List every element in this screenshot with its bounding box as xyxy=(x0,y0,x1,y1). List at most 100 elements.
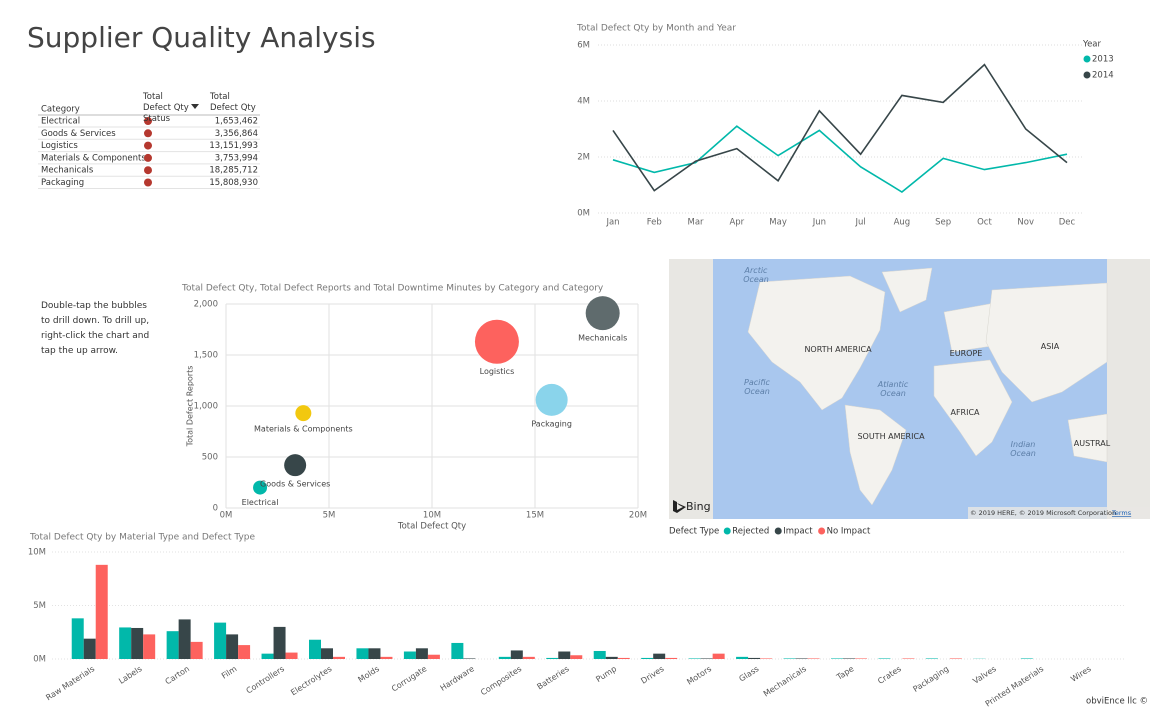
map-terms[interactable]: Terms xyxy=(1111,509,1132,517)
status-icon xyxy=(144,166,152,175)
x-tick-label: Corrugate xyxy=(390,664,429,693)
bar xyxy=(83,638,96,659)
x-tick-label: Labels xyxy=(117,664,143,686)
map-label: Pacific Ocean xyxy=(744,378,770,396)
map-label: AFRICA xyxy=(950,408,980,417)
bar xyxy=(949,658,962,659)
bar xyxy=(783,658,796,659)
status-icon xyxy=(144,117,152,125)
table-header: Category xyxy=(41,105,80,115)
x-axis-title: Total Defect Qty xyxy=(397,522,466,532)
map-land xyxy=(1067,413,1108,463)
legend-label: Rejected xyxy=(732,527,769,537)
x-tick-label: Jul xyxy=(855,218,866,228)
x-tick-label: Controllers xyxy=(245,664,286,695)
table-cell: 1,653,462 xyxy=(215,117,258,127)
table-cell: 3,753,994 xyxy=(215,153,258,163)
map-label: ASIA xyxy=(1040,342,1060,351)
table-cell: 13,151,993 xyxy=(209,141,258,151)
x-tick-label: Sep xyxy=(935,218,951,228)
legend-title: Defect Type xyxy=(669,527,719,537)
table-cell: 15,808,930 xyxy=(209,178,258,188)
bar xyxy=(700,658,713,659)
x-tick-label: Carton xyxy=(164,664,191,686)
bubble xyxy=(295,405,312,422)
map-attribution: © 2019 HERE, © 2019 Microsoft Corporatio… xyxy=(970,509,1116,517)
bubble-label: Goods & Services xyxy=(260,480,330,489)
table-header: Total Defect Qty Status xyxy=(143,92,189,124)
chart-title: Total Defect Qty by Material Type and De… xyxy=(29,533,255,543)
x-tick-label: Jan xyxy=(605,218,619,228)
bubble-label: Materials & Components xyxy=(254,425,353,434)
x-tick-label: Mar xyxy=(688,218,705,228)
bar xyxy=(71,618,84,659)
status-icon xyxy=(144,178,152,187)
legend-marker xyxy=(818,527,826,535)
bar xyxy=(807,658,820,659)
bar xyxy=(558,651,571,659)
bubble-label: Packaging xyxy=(531,419,572,428)
instruction-text: Double-tap the bubbles to drill down. To… xyxy=(41,301,150,356)
status-icon xyxy=(144,129,152,138)
y-tick-label: 6M xyxy=(577,41,590,51)
bar xyxy=(510,650,523,659)
map-land xyxy=(933,359,1013,457)
x-tick-label: Valves xyxy=(971,664,998,686)
table-cell: Logistics xyxy=(41,141,78,151)
bar xyxy=(131,627,144,659)
bar xyxy=(427,654,440,659)
bar xyxy=(593,650,606,659)
legend-label: 2013 xyxy=(1092,55,1114,65)
legend-label: 2014 xyxy=(1092,71,1114,81)
bing-logo-icon xyxy=(673,500,686,513)
bar xyxy=(380,656,393,659)
bar xyxy=(605,656,618,659)
y-tick-label: 2M xyxy=(577,153,590,163)
bubble xyxy=(535,383,568,416)
x-tick-label: Mechanicals xyxy=(762,664,808,698)
bar xyxy=(688,658,701,659)
bar xyxy=(415,648,428,659)
bar xyxy=(498,656,511,659)
x-tick-label: Oct xyxy=(977,218,992,228)
table-cell: Electrical xyxy=(41,117,80,127)
bar xyxy=(760,658,773,659)
x-tick-label: Hardware xyxy=(439,664,476,693)
bar xyxy=(119,627,132,659)
bar xyxy=(143,634,156,659)
bar xyxy=(748,657,761,659)
x-tick-label: Motors xyxy=(685,664,713,686)
x-tick-label: Wires xyxy=(1069,664,1092,684)
x-tick-label: Dec xyxy=(1059,218,1076,228)
bar xyxy=(178,619,191,659)
x-tick-label: May xyxy=(769,218,787,228)
table-cell: 3,356,864 xyxy=(215,129,258,139)
bar xyxy=(665,657,678,659)
x-tick-label: Batteries xyxy=(535,664,570,691)
bubble xyxy=(284,454,307,477)
x-tick-label: 10M xyxy=(423,511,441,521)
footer: obviEnce llc © xyxy=(1086,697,1148,707)
y-tick-label: 0 xyxy=(213,504,218,514)
bubble xyxy=(253,480,268,495)
bar xyxy=(321,648,333,659)
status-icon xyxy=(144,141,152,150)
map-land xyxy=(881,267,933,313)
map-label: Atlantic Ocean xyxy=(877,380,909,398)
bar xyxy=(261,653,274,659)
legend-marker xyxy=(723,527,731,535)
map-label: Arctic Ocean xyxy=(743,266,769,284)
table-cell: Mechanicals xyxy=(41,166,94,176)
bar xyxy=(226,634,239,659)
legend-marker xyxy=(1083,55,1091,63)
y-tick-label: 2,000 xyxy=(194,300,218,310)
table-cell: Packaging xyxy=(41,178,84,188)
bar xyxy=(309,639,321,659)
bar xyxy=(925,658,938,659)
bubble xyxy=(585,296,620,331)
bar xyxy=(641,657,654,659)
bar xyxy=(95,564,108,659)
y-axis-title: Total Defect Reports xyxy=(186,366,195,448)
map-label: NORTH AMERICA xyxy=(804,345,872,354)
x-tick-label: 20M xyxy=(629,511,647,521)
